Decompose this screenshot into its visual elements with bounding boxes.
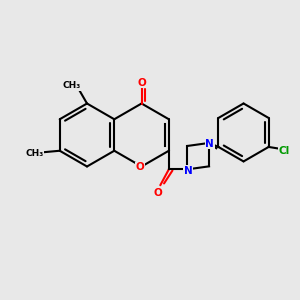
Text: CH₃: CH₃ <box>62 81 80 90</box>
Text: Cl: Cl <box>279 146 290 156</box>
Text: N: N <box>205 139 214 149</box>
Text: CH₃: CH₃ <box>26 149 44 158</box>
Text: O: O <box>137 78 146 88</box>
Text: O: O <box>153 188 162 198</box>
Text: N: N <box>184 166 192 176</box>
Text: O: O <box>136 163 144 172</box>
